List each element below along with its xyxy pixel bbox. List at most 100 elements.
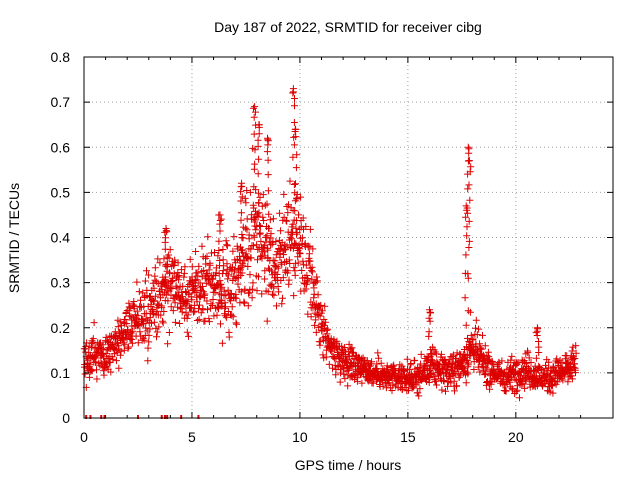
data-point <box>171 258 179 266</box>
data-point <box>465 149 473 157</box>
data-point <box>216 220 224 228</box>
data-point <box>417 360 425 368</box>
data-point <box>273 262 281 270</box>
data-point <box>255 121 263 129</box>
data-point <box>333 337 341 345</box>
data-point <box>437 350 445 358</box>
data-point <box>180 269 188 277</box>
data-point <box>160 308 168 315</box>
data-point <box>254 256 261 264</box>
data-point <box>463 356 471 364</box>
data-point <box>264 187 272 195</box>
data-point <box>463 368 471 376</box>
data-point <box>90 319 98 327</box>
data-point <box>163 228 171 236</box>
data-point <box>438 386 446 394</box>
data-point <box>211 249 218 256</box>
data-point <box>463 223 471 231</box>
data-point <box>150 318 158 326</box>
data-point <box>414 389 422 397</box>
data-point <box>427 309 434 317</box>
data-point <box>183 314 191 322</box>
data-point <box>277 227 285 235</box>
data-point <box>250 183 258 191</box>
data-point <box>290 181 298 188</box>
data-point <box>280 251 288 259</box>
data-point <box>216 211 224 219</box>
data-point <box>121 316 129 323</box>
data-point <box>180 273 188 281</box>
data-point <box>169 277 177 284</box>
data-point <box>465 217 473 225</box>
data-point <box>237 216 245 224</box>
data-point <box>473 331 481 339</box>
data-point <box>291 207 299 215</box>
data-point <box>494 374 502 382</box>
data-point <box>358 379 366 387</box>
data-point <box>255 155 263 163</box>
data-point <box>164 340 172 348</box>
data-point <box>123 320 131 328</box>
data-point <box>250 242 257 250</box>
data-point <box>232 259 240 267</box>
data-point <box>100 371 108 379</box>
data-point <box>291 102 298 110</box>
data-point <box>159 319 167 327</box>
data-point <box>269 215 277 223</box>
data-point <box>173 284 181 292</box>
data-point <box>145 271 153 279</box>
data-point <box>217 285 225 293</box>
data-point <box>145 338 153 346</box>
data-point <box>368 358 376 366</box>
data-point <box>363 357 371 365</box>
data-point <box>286 260 294 267</box>
data-point <box>318 307 326 315</box>
data-point <box>155 323 163 331</box>
data-point <box>243 226 251 234</box>
data-point <box>246 188 254 196</box>
data-point <box>425 332 433 340</box>
data-point <box>462 213 470 221</box>
data-point <box>211 289 219 296</box>
data-point <box>462 321 470 329</box>
data-point <box>129 327 137 335</box>
data-point <box>217 215 225 223</box>
data-point <box>321 302 329 310</box>
data-point <box>89 335 97 343</box>
data-point <box>289 89 297 97</box>
data-point <box>255 130 263 138</box>
data-point <box>561 355 569 363</box>
data-point <box>324 325 332 333</box>
data-point <box>296 250 304 258</box>
data-point <box>232 319 240 327</box>
data-point <box>125 343 133 351</box>
data-point <box>286 177 294 185</box>
data-point <box>175 272 183 279</box>
data-point <box>164 297 172 305</box>
data-point <box>462 251 470 259</box>
data-point <box>375 354 383 362</box>
y-tick-label: 0.5 <box>51 184 71 200</box>
data-point <box>161 228 169 236</box>
data-point <box>174 269 182 277</box>
data-point <box>184 311 192 319</box>
data-point <box>109 355 117 363</box>
chart-title: Day 187 of 2022, SRMTID for receiver cib… <box>214 19 482 35</box>
data-point <box>532 329 540 337</box>
data-point <box>461 269 469 277</box>
data-point <box>162 225 170 232</box>
data-point <box>130 298 138 305</box>
data-point <box>115 364 123 372</box>
data-point <box>478 345 486 353</box>
data-point <box>293 151 301 159</box>
data-point <box>238 193 246 201</box>
data-point <box>265 210 273 218</box>
data-point <box>176 320 184 327</box>
data-point <box>219 256 227 264</box>
data-point <box>102 350 110 358</box>
data-point <box>153 307 161 315</box>
data-point <box>291 241 299 249</box>
data-point <box>194 269 202 277</box>
data-point <box>261 275 269 283</box>
data-point <box>122 308 130 316</box>
